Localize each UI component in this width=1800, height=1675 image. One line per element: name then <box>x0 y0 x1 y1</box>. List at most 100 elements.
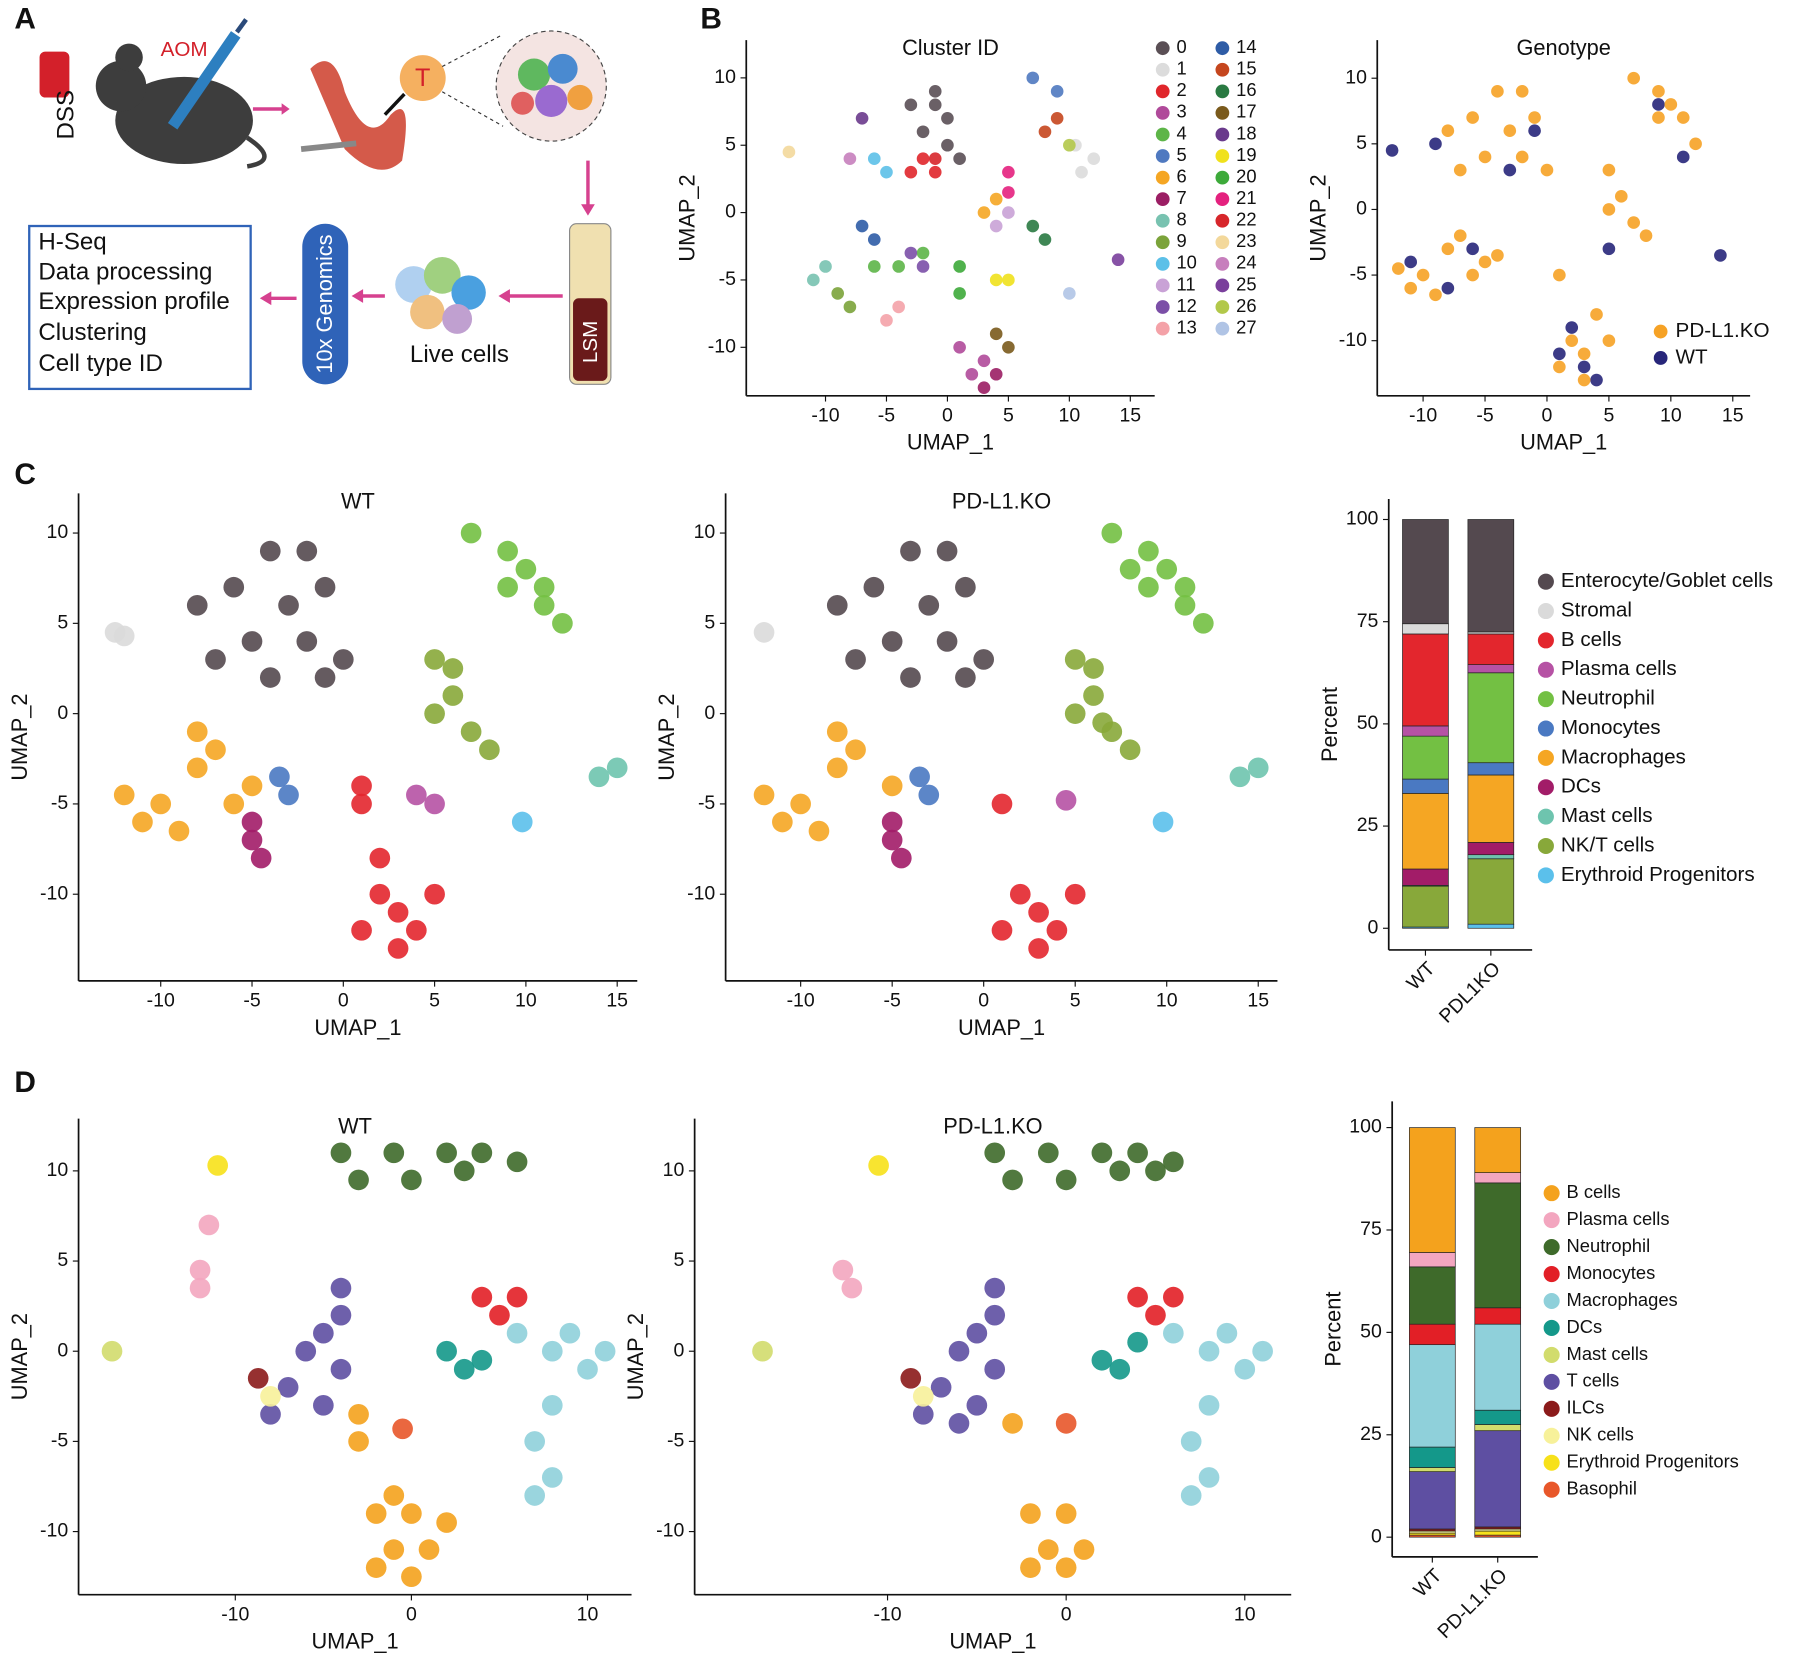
legend-label: Mast cells <box>1567 1343 1649 1364</box>
point <box>1020 1503 1041 1524</box>
point <box>1026 219 1040 233</box>
point <box>1055 1503 1077 1524</box>
point <box>1163 1151 1184 1173</box>
point <box>436 1142 457 1164</box>
y-axis-title: UMAP_2 <box>1306 174 1331 261</box>
point <box>855 111 869 125</box>
point <box>1091 1142 1113 1164</box>
legend-marker <box>1155 41 1170 56</box>
legend-label: B cells <box>1567 1181 1621 1202</box>
y-tick-label: 5 <box>704 612 715 634</box>
point <box>1453 229 1467 243</box>
chart-title: Cluster ID <box>902 35 999 60</box>
bar-segment <box>1409 1323 1456 1346</box>
point <box>1689 137 1702 151</box>
point <box>113 625 135 647</box>
point <box>904 246 918 260</box>
point <box>900 540 921 562</box>
y-axis-title: Percent <box>1321 1292 1346 1367</box>
point <box>1491 249 1504 262</box>
point <box>831 287 845 300</box>
legend-marker <box>1155 127 1170 142</box>
point <box>1252 1340 1273 1362</box>
legend-label: 22 <box>1236 209 1256 230</box>
point <box>928 98 942 112</box>
point <box>1064 649 1086 670</box>
legend-marker <box>1155 235 1170 250</box>
point <box>1602 203 1616 216</box>
arrow-head <box>281 103 290 115</box>
point <box>223 576 245 598</box>
y-axis-title: UMAP_2 <box>675 174 700 261</box>
y-tick-label: 10 <box>1345 66 1367 88</box>
step: Data processing <box>38 258 212 285</box>
point <box>1083 685 1104 706</box>
point <box>1087 152 1101 166</box>
point <box>387 901 409 923</box>
workflow-diagram: DSS AOM T LSM Live cells <box>28 18 612 391</box>
y-tick-label: -5 <box>51 792 68 814</box>
point <box>867 233 881 246</box>
point <box>1002 186 1015 199</box>
point <box>1064 883 1086 905</box>
legend-marker <box>1543 1373 1560 1390</box>
point <box>1553 268 1566 282</box>
x-tick-label: 5 <box>429 990 440 1012</box>
legend-marker <box>1537 867 1554 884</box>
dss-label: DSS <box>52 90 79 140</box>
point <box>953 260 966 273</box>
legend-label: DCs <box>1561 775 1601 798</box>
point <box>314 667 336 688</box>
point <box>383 1142 405 1164</box>
point <box>1119 739 1141 761</box>
mouse-tail <box>245 135 267 169</box>
point <box>260 1385 281 1407</box>
x-tick-label: 15 <box>1722 405 1744 427</box>
point <box>904 98 918 112</box>
point <box>1441 124 1455 138</box>
point <box>1590 373 1603 387</box>
point <box>790 793 811 815</box>
y-axis-title: UMAP_2 <box>654 694 679 781</box>
y-tick-label: 0 <box>725 201 736 223</box>
mouse-ear <box>115 43 143 72</box>
point <box>1198 1395 1220 1416</box>
point <box>977 381 991 395</box>
chart-title: WT <box>338 1114 372 1139</box>
bar-segment <box>1467 774 1515 843</box>
syringe-plunger <box>235 18 248 34</box>
point <box>424 883 445 905</box>
bar-segment <box>1409 1344 1456 1448</box>
point <box>541 1467 563 1488</box>
cell <box>567 84 593 111</box>
point <box>241 775 263 797</box>
legend-label: Stromal <box>1561 598 1632 621</box>
point <box>559 1322 581 1344</box>
point <box>1234 1358 1256 1380</box>
dss-bottle <box>39 51 70 98</box>
live-cells-label: Live cells <box>410 341 509 368</box>
bar-segment <box>1467 664 1515 674</box>
point <box>1192 613 1214 634</box>
x-tick-label: 10 <box>1660 405 1682 427</box>
x-tick-label: WT <box>1403 958 1440 995</box>
point <box>1676 111 1690 124</box>
legend-marker <box>1155 213 1170 228</box>
legend-label: 13 <box>1176 316 1196 337</box>
point <box>186 594 208 616</box>
bar-segment <box>1409 1266 1456 1325</box>
legend-marker <box>1155 300 1170 314</box>
point <box>1416 268 1430 282</box>
y-tick-label: 10 <box>47 521 69 543</box>
point <box>348 1169 369 1191</box>
point <box>918 594 940 616</box>
point <box>533 576 555 598</box>
y-tick-label: 10 <box>47 1159 69 1181</box>
point <box>113 784 135 806</box>
y-tick-label: 0 <box>704 702 715 724</box>
point <box>471 1349 493 1371</box>
legend-marker <box>1537 808 1554 825</box>
legend-label: 19 <box>1236 144 1256 165</box>
point <box>524 1431 546 1452</box>
legend-marker <box>1155 84 1170 99</box>
